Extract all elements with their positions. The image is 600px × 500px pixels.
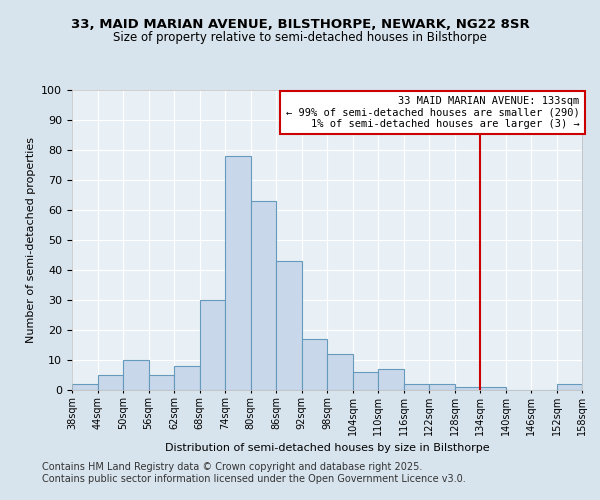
Y-axis label: Number of semi-detached properties: Number of semi-detached properties — [26, 137, 36, 343]
Bar — [149, 375, 174, 390]
Bar — [276, 261, 302, 390]
Bar — [557, 384, 582, 390]
Bar — [123, 360, 149, 390]
Bar — [480, 387, 505, 390]
Text: Size of property relative to semi-detached houses in Bilsthorpe: Size of property relative to semi-detach… — [113, 31, 487, 44]
Bar — [378, 369, 404, 390]
Text: Contains HM Land Registry data © Crown copyright and database right 2025.: Contains HM Land Registry data © Crown c… — [42, 462, 422, 472]
Bar — [404, 384, 429, 390]
Bar — [72, 384, 97, 390]
Text: 33 MAID MARIAN AVENUE: 133sqm
← 99% of semi-detached houses are smaller (290)
1%: 33 MAID MARIAN AVENUE: 133sqm ← 99% of s… — [286, 96, 580, 129]
X-axis label: Distribution of semi-detached houses by size in Bilsthorpe: Distribution of semi-detached houses by … — [164, 444, 490, 454]
Bar — [251, 201, 276, 390]
Bar — [455, 387, 480, 390]
Bar — [199, 300, 225, 390]
Bar — [353, 372, 378, 390]
Text: Contains public sector information licensed under the Open Government Licence v3: Contains public sector information licen… — [42, 474, 466, 484]
Bar — [302, 339, 327, 390]
Bar — [174, 366, 199, 390]
Bar — [97, 375, 123, 390]
Bar — [225, 156, 251, 390]
Bar — [429, 384, 455, 390]
Bar — [327, 354, 353, 390]
Text: 33, MAID MARIAN AVENUE, BILSTHORPE, NEWARK, NG22 8SR: 33, MAID MARIAN AVENUE, BILSTHORPE, NEWA… — [71, 18, 529, 30]
